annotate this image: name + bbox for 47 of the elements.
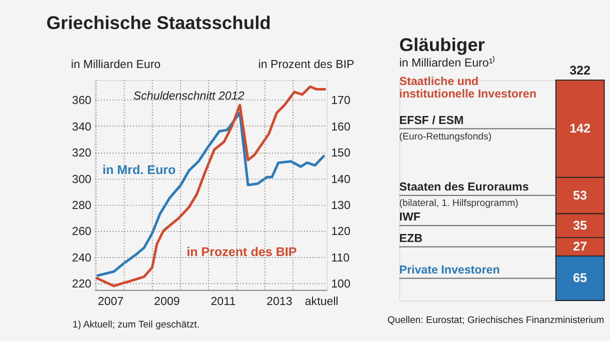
y-tick-label: 280 bbox=[72, 199, 92, 212]
y-tick-label: 240 bbox=[72, 251, 92, 264]
chart-title: Gläubiger bbox=[399, 34, 485, 56]
chart-title: Griechische Staatsschuld bbox=[46, 12, 271, 33]
text: EFSF / ESM bbox=[399, 114, 464, 127]
source-note: Quellen: Eurostat; Griechisches Finanzministerium bbox=[387, 314, 604, 326]
y-tick-label: 360 bbox=[72, 94, 92, 108]
data-label: 65 bbox=[573, 271, 588, 286]
y-axis-title: in Milliarden Euro bbox=[71, 58, 161, 72]
line-series bbox=[95, 85, 326, 288]
text: Private Investoren bbox=[399, 263, 500, 276]
text: 1) Aktuell; zum Teil geschätzt. bbox=[72, 320, 200, 331]
text: EZB bbox=[399, 232, 422, 245]
y-tick-label: 320 bbox=[72, 146, 92, 160]
y-tick-label: 220 bbox=[72, 278, 92, 291]
text: in Milliarden Euro¹⁾ bbox=[399, 56, 496, 70]
y-tick-label: 300 bbox=[72, 172, 92, 186]
y2-tick-label: 170 bbox=[331, 94, 350, 108]
series-label: in Mrd. Euro bbox=[102, 163, 176, 178]
total-label: 322 bbox=[570, 63, 591, 78]
y2-tick-label: 160 bbox=[331, 120, 350, 134]
data-label: 53 bbox=[573, 188, 588, 202]
text: in Prozent des BIP bbox=[186, 244, 297, 259]
y-tick-label: 260 bbox=[72, 225, 92, 238]
annotation: Schuldenschnitt 2012 bbox=[133, 89, 245, 102]
text: IWF bbox=[399, 210, 421, 224]
x-tick-label: 2011 bbox=[210, 294, 236, 308]
y2-axis-title: in Prozent des BIP bbox=[258, 58, 355, 72]
text: (bilateral, 1. Hilfsprogramm) bbox=[399, 198, 518, 210]
data-label: 35 bbox=[573, 218, 588, 232]
y2-tick-label: 120 bbox=[331, 225, 350, 238]
x-tick-label: 2007 bbox=[98, 294, 124, 308]
y2-tick-label: 100 bbox=[331, 278, 350, 291]
y2-tick-label: 110 bbox=[331, 251, 350, 264]
y2-tick-label: 140 bbox=[331, 172, 350, 186]
text: (Euro-Rettungsfonds) bbox=[399, 131, 492, 142]
x-tick-label: 2009 bbox=[154, 294, 180, 308]
x-tick-label: 2013 bbox=[266, 294, 292, 308]
data-label: 142 bbox=[570, 122, 591, 136]
line-series bbox=[96, 112, 325, 277]
data-label: 27 bbox=[573, 240, 588, 254]
text: Staatliche und institutionelle Investoren bbox=[399, 74, 536, 101]
y-tick-label: 340 bbox=[72, 120, 92, 134]
x-tick-label: aktuell bbox=[304, 294, 338, 308]
text: Staaten des Euroraums bbox=[399, 180, 529, 194]
y2-tick-label: 150 bbox=[331, 146, 350, 160]
y2-tick-label: 130 bbox=[331, 199, 350, 212]
